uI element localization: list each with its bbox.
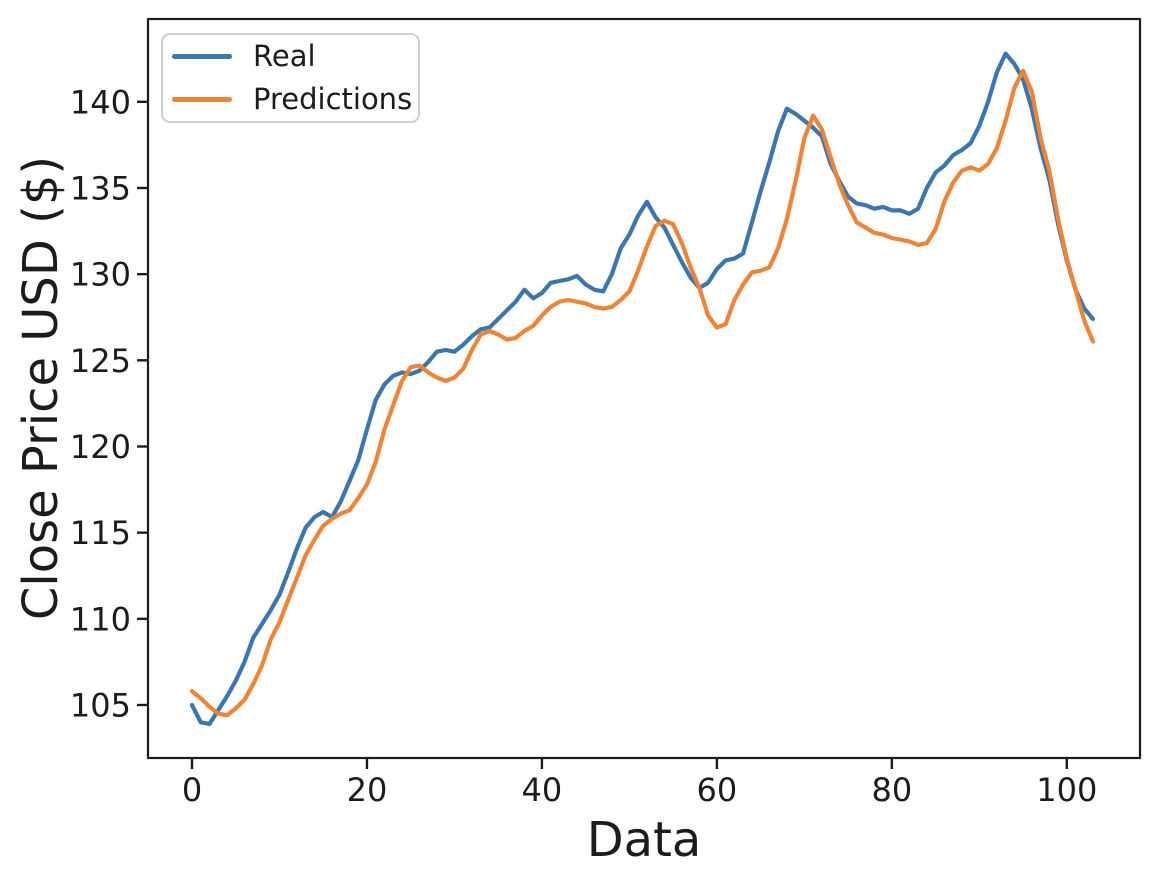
legend: Real Predictions [161, 33, 420, 123]
legend-line-sample-predictions [172, 97, 232, 102]
series-lines [189, 51, 1096, 727]
y-tick-label: 105 [70, 687, 131, 725]
legend-item-predictions: Predictions [163, 78, 418, 121]
legend-line-sample-real [172, 54, 232, 59]
x-tick-label: 20 [347, 771, 388, 809]
series-line-predictions [189, 68, 1096, 718]
series-line-real [189, 51, 1096, 727]
y-tick-label: 125 [70, 342, 131, 380]
y-axis-title: Close Price USD ($) [13, 156, 69, 620]
y-tick-label: 130 [70, 256, 131, 294]
legend-label-predictions: Predictions [253, 82, 413, 116]
x-tick-label: 40 [522, 771, 563, 809]
x-tick-label: 100 [1036, 771, 1097, 809]
y-tick-label: 135 [70, 170, 131, 208]
legend-item-real: Real [163, 35, 418, 78]
y-tick-label: 110 [70, 600, 131, 638]
x-tick-label: 60 [697, 771, 738, 809]
y-tick-label: 115 [70, 514, 131, 552]
x-axis-title: Data [587, 812, 702, 868]
x-axis-ticks: 0 20 40 60 80 100 [182, 758, 1097, 809]
y-tick-label: 120 [70, 428, 131, 466]
x-tick-label: 0 [182, 771, 202, 809]
legend-label-real: Real [253, 39, 316, 73]
y-axis-ticks: 105 110 115 120 125 130 135 140 [70, 83, 148, 725]
plot-area-border [146, 17, 1142, 760]
x-tick-label: 80 [871, 771, 912, 809]
y-tick-label: 140 [70, 83, 131, 121]
